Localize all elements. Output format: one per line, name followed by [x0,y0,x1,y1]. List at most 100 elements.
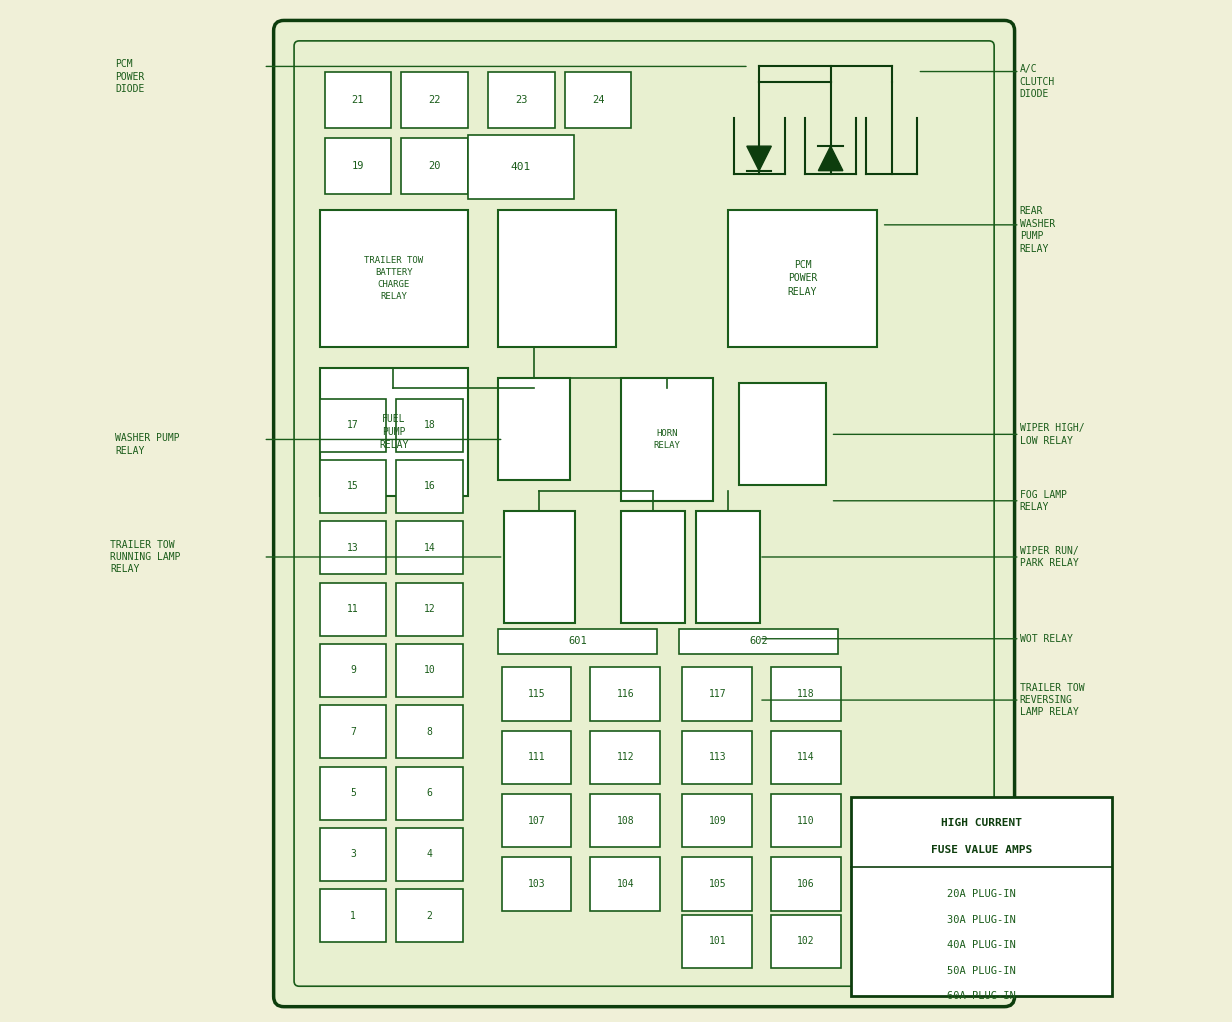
Bar [397,399,463,452]
Bar [402,138,468,194]
Bar [397,521,463,574]
Bar [468,135,574,199]
Bar [683,667,752,721]
Bar [397,644,463,697]
Text: 20: 20 [429,161,441,171]
Text: 103: 103 [527,879,545,889]
Text: 10: 10 [424,665,435,676]
Bar [621,378,713,501]
Bar [771,667,841,721]
Text: 118: 118 [797,689,814,699]
Text: HIGH CURRENT: HIGH CURRENT [941,818,1021,828]
Text: FUSE VALUE AMPS: FUSE VALUE AMPS [930,845,1032,855]
Text: 23: 23 [515,95,527,104]
Bar [771,915,841,968]
Bar [771,857,841,911]
Text: WASHER PUMP
RELAY: WASHER PUMP RELAY [116,433,180,456]
Bar [683,915,752,968]
Text: 112: 112 [616,752,634,762]
Text: 13: 13 [347,543,359,553]
Bar [319,644,386,697]
Text: 16: 16 [424,481,435,492]
Bar [590,667,660,721]
Bar [728,210,877,347]
Bar [501,857,572,911]
Bar [771,731,841,784]
Bar [696,511,760,623]
Text: 15: 15 [347,481,359,492]
Text: REAR
WASHER
PUMP
RELAY: REAR WASHER PUMP RELAY [1020,206,1055,253]
Polygon shape [747,146,771,171]
Text: 1: 1 [350,911,356,921]
Polygon shape [818,146,843,171]
Bar [501,794,572,847]
Text: 8: 8 [426,727,432,737]
Bar [590,794,660,847]
Text: TRAILER TOW
RUNNING LAMP
RELAY: TRAILER TOW RUNNING LAMP RELAY [110,540,181,574]
Text: TRAILER TOW
BATTERY
CHARGE
RELAY: TRAILER TOW BATTERY CHARGE RELAY [365,257,424,300]
Bar [590,857,660,911]
Text: 6: 6 [426,788,432,798]
Text: 601: 601 [568,637,588,646]
Bar [499,629,657,654]
Text: 101: 101 [708,936,726,946]
Bar [319,368,468,496]
Bar [739,383,825,485]
Text: 401: 401 [511,161,531,172]
Text: 108: 108 [616,816,634,826]
Bar [397,889,463,942]
Text: PCM
POWER
DIODE: PCM POWER DIODE [116,59,144,94]
Bar [319,521,386,574]
Bar [679,629,838,654]
Bar [397,828,463,881]
Bar [499,378,570,480]
Text: FUEL
PUMP
RELAY: FUEL PUMP RELAY [379,414,408,450]
Bar [402,72,468,128]
Text: 21: 21 [351,95,365,104]
Text: 109: 109 [708,816,726,826]
Text: TRAILER TOW
REVERSING
LAMP RELAY: TRAILER TOW REVERSING LAMP RELAY [1020,683,1084,717]
Bar [397,766,463,820]
Bar [565,72,631,128]
Bar [319,460,386,513]
Text: 14: 14 [424,543,435,553]
Bar [683,731,752,784]
Bar [397,705,463,758]
Bar [499,210,616,347]
Bar [319,766,386,820]
Bar [501,731,572,784]
Text: 24: 24 [591,95,605,104]
Text: 102: 102 [797,936,814,946]
Text: 3: 3 [350,849,356,860]
Text: 117: 117 [708,689,726,699]
Text: 40A PLUG-IN: 40A PLUG-IN [947,940,1015,950]
Bar [851,797,1111,996]
FancyBboxPatch shape [274,20,1015,1007]
Text: 602: 602 [749,637,768,646]
Text: 50A PLUG-IN: 50A PLUG-IN [947,966,1015,976]
Text: 4: 4 [426,849,432,860]
Text: WOT RELAY: WOT RELAY [1020,634,1073,644]
Bar [501,667,572,721]
Bar [590,731,660,784]
Bar [397,583,463,636]
Bar [771,794,841,847]
Bar [325,138,392,194]
Text: 17: 17 [347,420,359,430]
Bar [683,794,752,847]
Text: PCM
POWER
RELAY: PCM POWER RELAY [787,261,817,296]
Text: HORN
RELAY: HORN RELAY [654,429,680,450]
Text: 22: 22 [429,95,441,104]
Text: FOG LAMP
RELAY: FOG LAMP RELAY [1020,490,1067,512]
Bar [683,857,752,911]
Bar [621,511,685,623]
Bar [325,72,392,128]
Text: 5: 5 [350,788,356,798]
Text: 115: 115 [527,689,545,699]
Text: 60A PLUG-IN: 60A PLUG-IN [947,991,1015,1002]
Bar [397,460,463,513]
Text: 107: 107 [527,816,545,826]
Bar [319,828,386,881]
Text: WIPER RUN/
PARK RELAY: WIPER RUN/ PARK RELAY [1020,546,1078,568]
Text: 12: 12 [424,604,435,614]
